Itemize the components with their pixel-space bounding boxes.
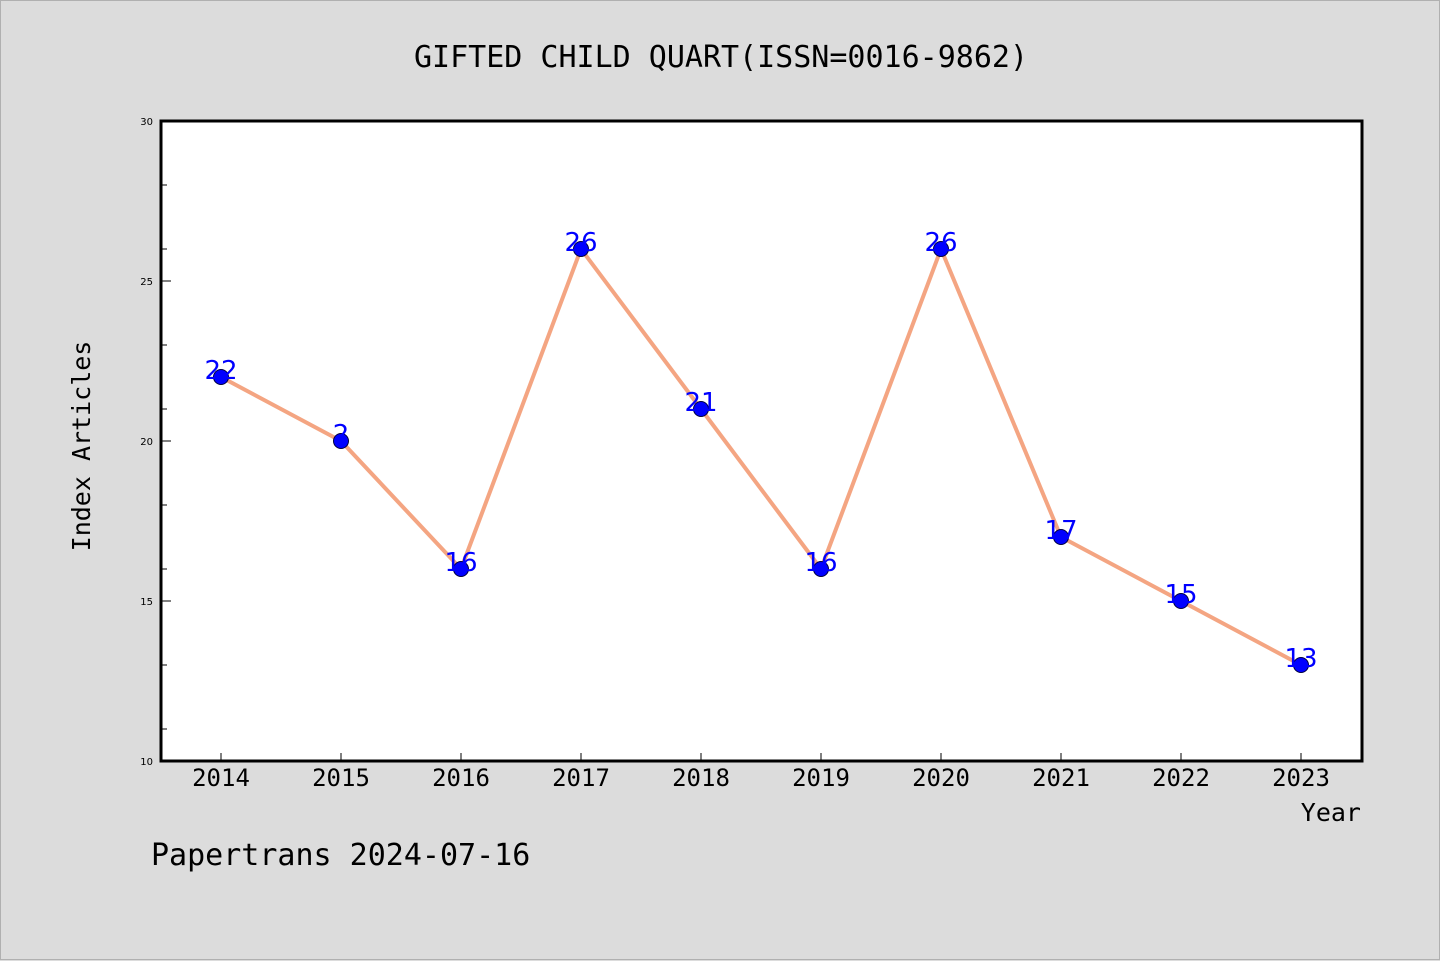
- data-point: [333, 433, 349, 449]
- data-label: 26: [924, 228, 957, 258]
- y-axis-label: Index Articles: [67, 341, 96, 552]
- x-tick-label: 2019: [792, 764, 850, 792]
- x-tick-label: 2023: [1272, 764, 1330, 792]
- y-tick-label: 30: [140, 117, 153, 128]
- x-tick-label: 2015: [312, 764, 370, 792]
- data-point: [453, 561, 469, 577]
- chart-title: GIFTED CHILD QUART(ISSN=0016-9862): [414, 40, 1028, 75]
- x-tick-label: 2014: [192, 764, 250, 792]
- y-axis-ticks: [161, 120, 171, 762]
- series-line: [219, 247, 1303, 667]
- data-point: [1053, 529, 1069, 545]
- data-label: 16: [444, 548, 477, 578]
- x-tick-label: 2020: [912, 764, 970, 792]
- data-label: 15: [1164, 580, 1197, 610]
- x-tick-label: 2018: [672, 764, 730, 792]
- y-tick-label: 15: [140, 597, 153, 608]
- plot-area: [159, 119, 1364, 763]
- data-label: 22: [204, 356, 237, 386]
- x-tick-label: 2016: [432, 764, 490, 792]
- series-lines: [219, 247, 1303, 667]
- data-label: 26: [564, 228, 597, 258]
- data-point: [933, 241, 949, 257]
- series-markers: [213, 241, 1309, 673]
- x-axis-tick-labels: 2014 2015 2016 2017 2018 2019 2020 2021 2022 2023: [192, 764, 1330, 792]
- data-point: [573, 241, 589, 257]
- data-point: [1293, 657, 1309, 673]
- x-tick-label: 2017: [552, 764, 610, 792]
- data-label: 17: [1044, 516, 1077, 546]
- x-axis-label: Year: [1301, 798, 1361, 827]
- data-label: 13: [1284, 644, 1317, 674]
- data-label: 16: [804, 548, 837, 578]
- data-label: 2: [333, 420, 350, 450]
- data-label: 21: [684, 388, 717, 418]
- data-point: [693, 401, 709, 417]
- data-point: [1173, 593, 1189, 609]
- y-tick-label: 10: [140, 757, 153, 768]
- x-axis-ticks: [220, 753, 1302, 761]
- y-tick-label: 25: [140, 277, 153, 288]
- y-axis-tick-labels: 10 15 20 25 30: [140, 117, 153, 768]
- data-point: [813, 561, 829, 577]
- x-tick-label: 2022: [1152, 764, 1210, 792]
- y-tick-label: 20: [140, 437, 153, 448]
- data-point: [213, 369, 229, 385]
- x-tick-label: 2021: [1032, 764, 1090, 792]
- footer-credit: Papertrans 2024-07-16: [151, 838, 530, 873]
